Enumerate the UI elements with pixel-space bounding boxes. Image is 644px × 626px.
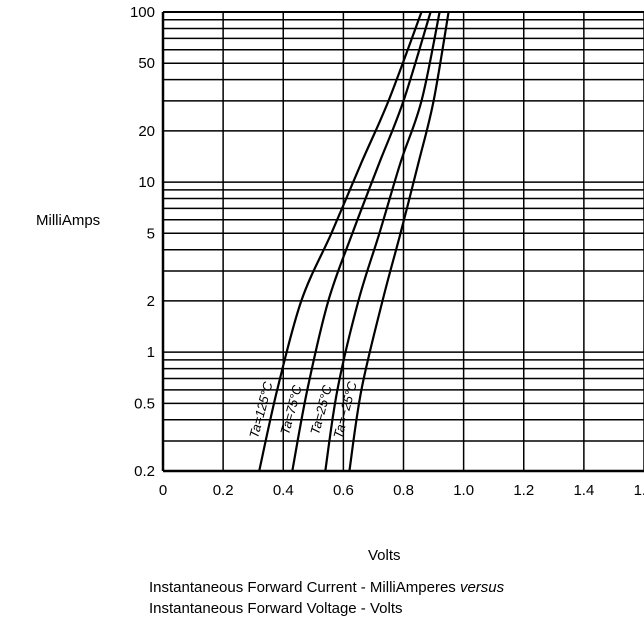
caption-line-2: Instantaneous Forward Voltage - Volts (149, 600, 403, 617)
plot-frame (161, 11, 644, 473)
x-tick-label: 0 (159, 482, 167, 499)
caption-line-1-text: Instantaneous Forward Current - MilliAmp… (149, 579, 460, 596)
x-axis-label: Volts (368, 547, 401, 564)
y-tick-label: 0.5 (134, 395, 155, 412)
series-group (258, 11, 450, 472)
x-tick-label: 1.0 (453, 482, 474, 499)
series-line (291, 11, 432, 472)
series-line (324, 11, 441, 472)
y-tick-label: 0.2 (134, 463, 155, 480)
series-label: Ta=125°C (246, 379, 276, 439)
y-tick-label: 1 (147, 344, 155, 361)
x-tick-label: 1.4 (573, 482, 594, 499)
y-tick-label: 50 (138, 55, 155, 72)
y-tick-label: 5 (147, 225, 155, 242)
y-tick-label: 20 (138, 123, 155, 140)
x-tick-label: 0.2 (213, 482, 234, 499)
series-line (258, 11, 423, 472)
x-tick-label: 0.4 (273, 482, 294, 499)
caption-versus: versus (459, 579, 505, 596)
tick-labels: 00.20.40.60.81.01.21.41.60.20.5125102050… (130, 4, 644, 499)
grid (162, 11, 644, 472)
x-tick-label: 1.6 (634, 482, 644, 499)
y-axis-label: MilliAmps (36, 212, 100, 229)
series-line (348, 11, 450, 472)
y-tick-label: 2 (147, 293, 155, 310)
y-tick-label: 10 (138, 174, 155, 191)
x-tick-label: 1.2 (513, 482, 534, 499)
caption-line-1: Instantaneous Forward Current - MilliAmp… (149, 579, 504, 596)
x-tick-label: 0.8 (393, 482, 414, 499)
y-tick-label: 100 (130, 4, 155, 21)
x-tick-label: 0.6 (333, 482, 354, 499)
